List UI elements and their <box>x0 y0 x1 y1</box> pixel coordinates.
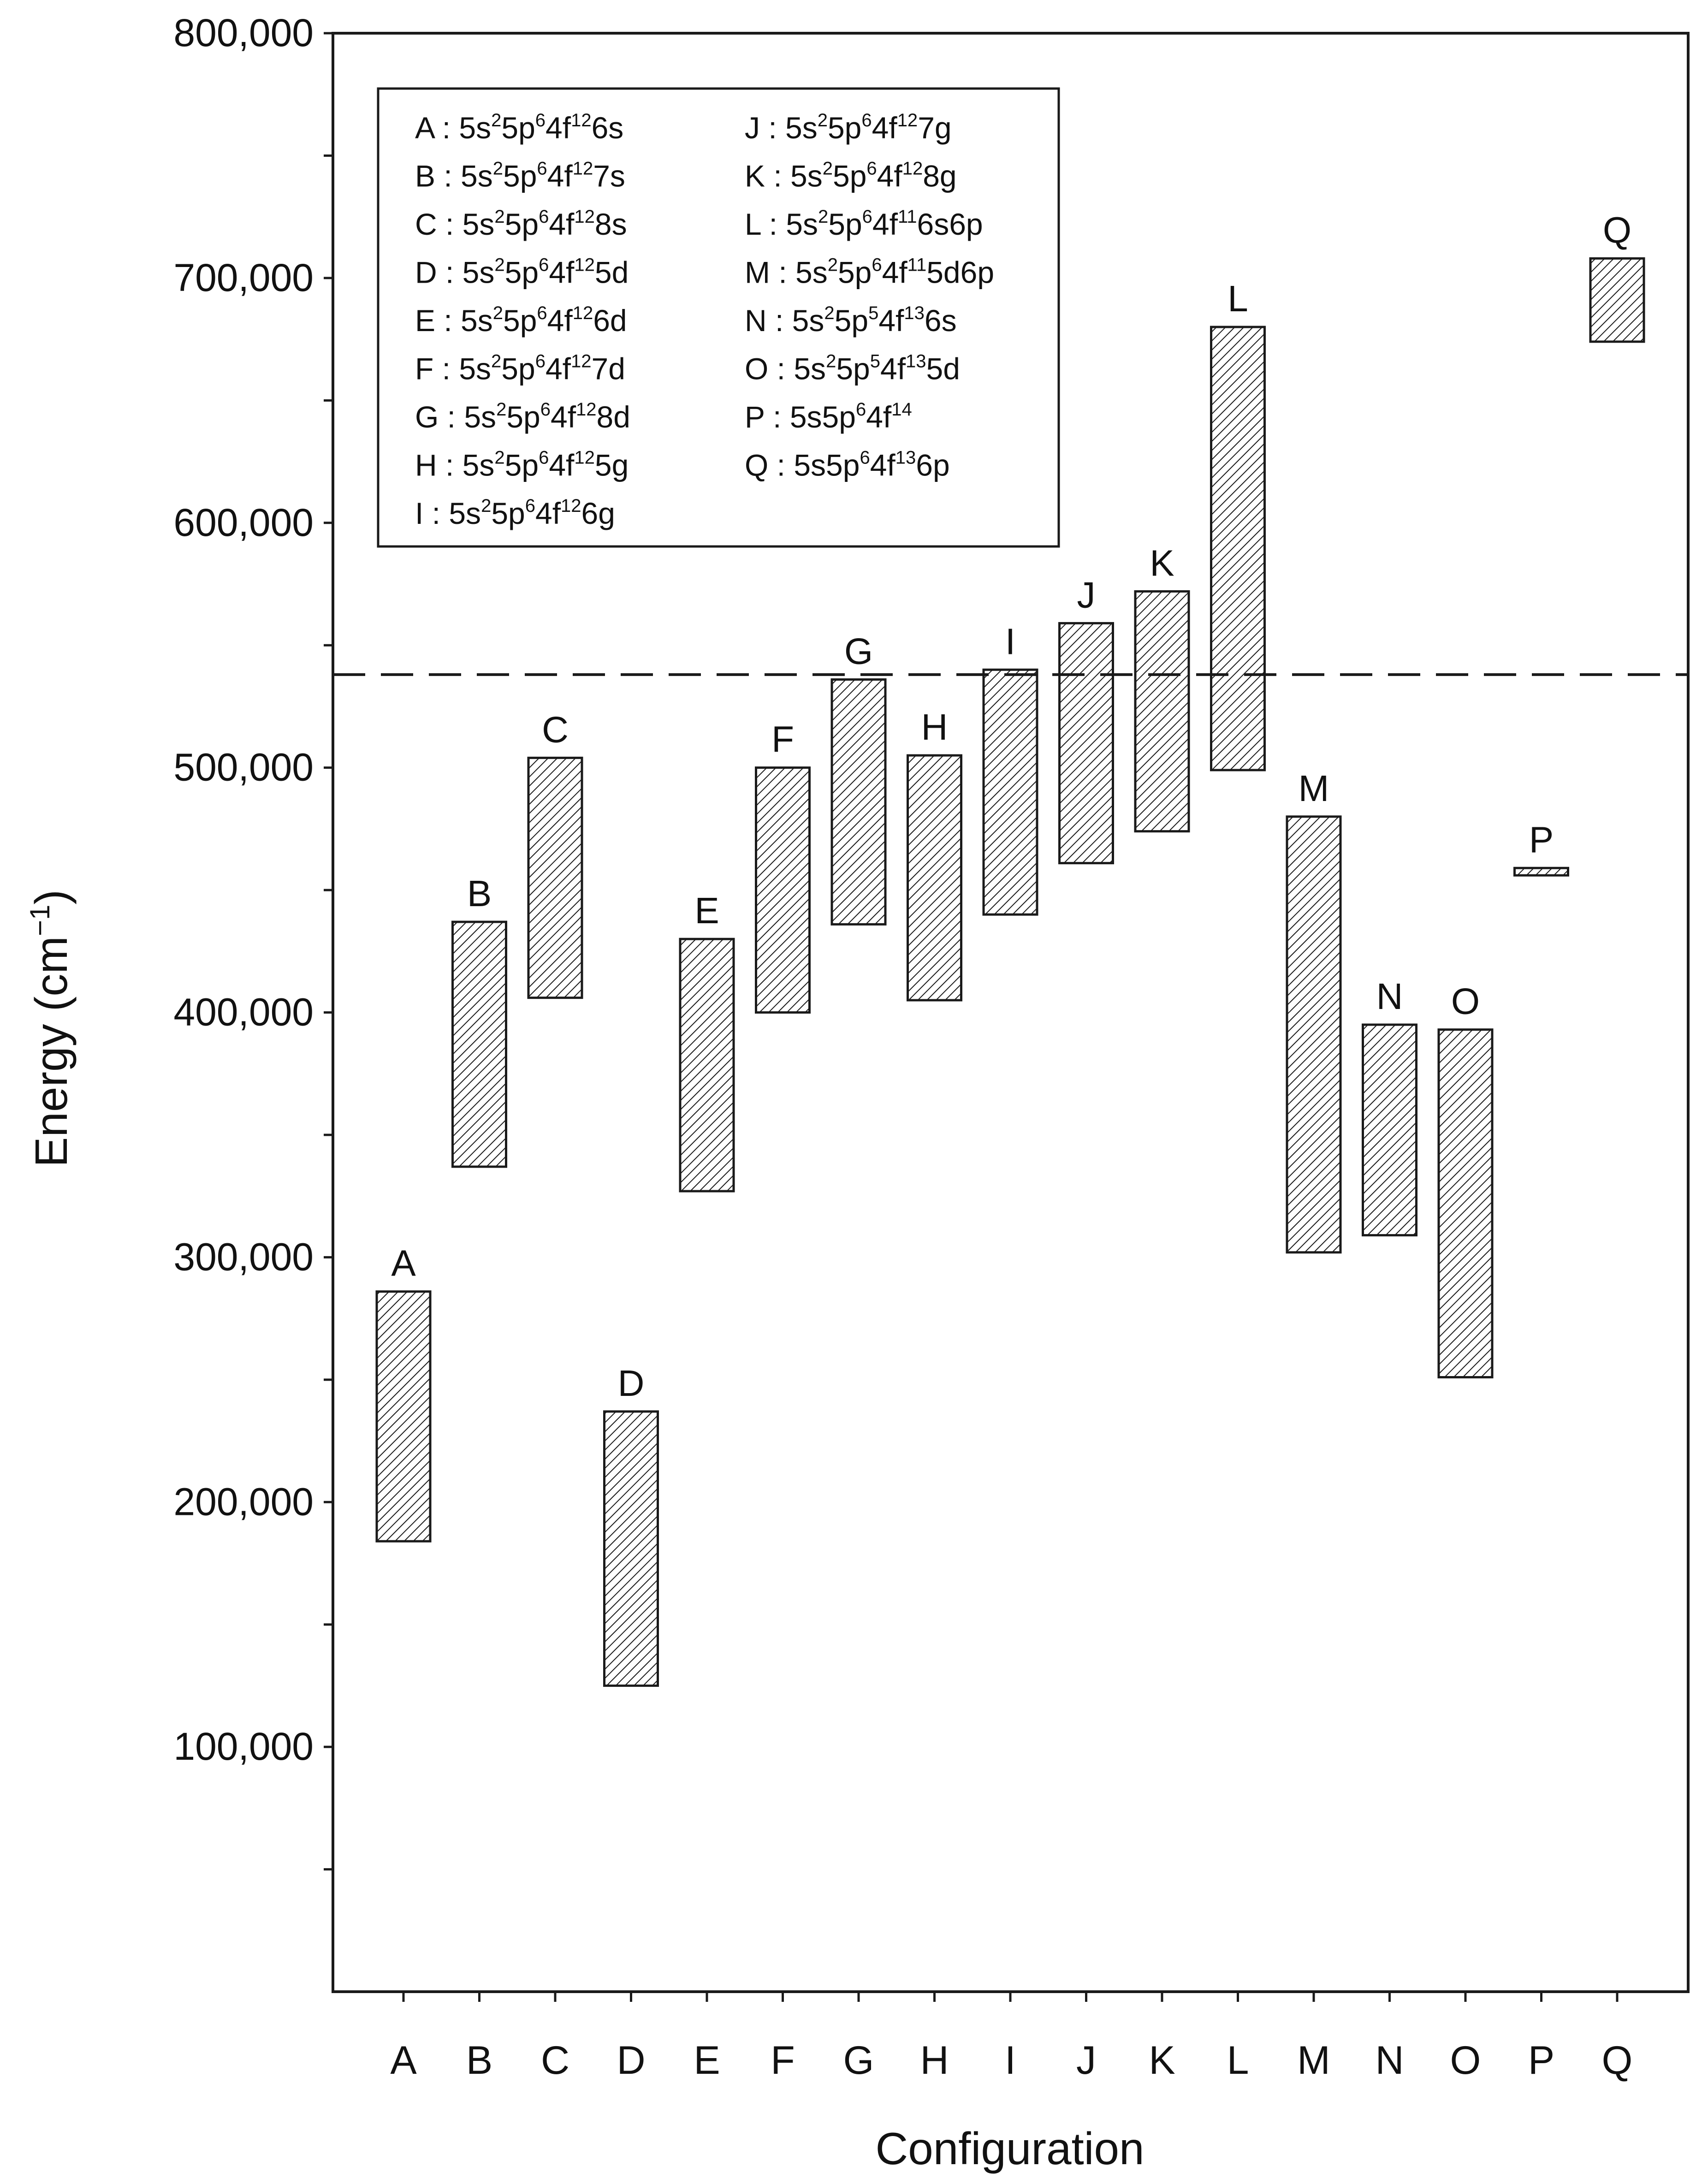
range-bar <box>1134 590 1190 833</box>
legend: A : 5s25p64f126s B : 5s25p64f127s C : 5s25… <box>377 87 1060 548</box>
legend-entry: F : 5s25p64f127d <box>415 351 625 386</box>
y-tick-label: 800,000 <box>173 11 314 54</box>
legend-entry: I : 5s25p64f126g <box>415 496 615 530</box>
bar-label: J <box>1077 574 1096 615</box>
range-bar <box>451 920 507 1168</box>
legend-entry: A : 5s25p64f126s <box>415 110 623 145</box>
legend-entry: G : 5s25p64f128d <box>415 399 630 434</box>
y-tick-label: 200,000 <box>173 1480 314 1523</box>
bar-label: G <box>844 631 873 672</box>
range-bar <box>679 938 735 1193</box>
y-tick-label: 400,000 <box>173 991 314 1034</box>
x-tick-label: K <box>1149 2038 1175 2083</box>
legend-entry: P : 5s5p64f14 <box>745 399 912 434</box>
x-tick-label: N <box>1375 2038 1404 2083</box>
legend-entry: M : 5s25p64f115d6p <box>745 255 994 290</box>
x-tick-label: P <box>1528 2038 1554 2083</box>
range-bar <box>1058 622 1114 865</box>
x-tick-label: L <box>1227 2038 1249 2083</box>
bar-labels: A B C D E F G H I J K L M N O P Q <box>391 209 1631 1403</box>
range-bar <box>1437 1028 1494 1379</box>
range-bar <box>1286 815 1342 1254</box>
range-bar <box>907 754 962 1002</box>
range-bars <box>375 257 1645 1687</box>
x-tick-label: F <box>771 2038 795 2083</box>
y-tick-label: 500,000 <box>173 746 314 789</box>
x-tick-label: A <box>390 2038 417 2083</box>
x-tick-label: Q <box>1602 2038 1633 2083</box>
bar-label: Q <box>1603 209 1631 250</box>
legend-entry: D : 5s25p64f125d <box>415 255 629 290</box>
legend-entry: B : 5s25p64f127s <box>415 159 625 193</box>
range-bar <box>755 766 811 1014</box>
x-tick-label: M <box>1297 2038 1330 2083</box>
bar-label: N <box>1376 976 1403 1017</box>
bar-label: H <box>921 706 948 748</box>
y-axis: 100,000 200,000 300,000 400,000 500,000 600,0… <box>173 11 333 1871</box>
range-bar <box>375 1290 432 1543</box>
legend-entry: H : 5s25p64f125g <box>415 448 629 482</box>
legend-box <box>377 87 1060 548</box>
bar-label: P <box>1529 819 1554 860</box>
bar-label: A <box>391 1243 416 1284</box>
bar-label: I <box>1005 621 1015 662</box>
range-bar <box>1513 866 1569 877</box>
range-bar <box>527 756 583 999</box>
x-tick-label: D <box>617 2038 645 2083</box>
bar-label: C <box>542 709 569 750</box>
x-tick-label: O <box>1450 2038 1481 2083</box>
legend-entry: N : 5s25p54f136s <box>745 303 957 338</box>
range-bar <box>603 1410 659 1687</box>
range-bar <box>982 668 1038 916</box>
legend-entry: L : 5s25p64f116s6p <box>745 207 983 241</box>
bar-label: D <box>618 1363 645 1404</box>
x-tick-label: G <box>843 2038 874 2083</box>
range-bar <box>1362 1023 1417 1237</box>
bar-label: M <box>1299 768 1329 809</box>
legend-entry: C : 5s25p64f128s <box>415 207 627 241</box>
bar-label: L <box>1228 278 1248 319</box>
bar-label: K <box>1150 542 1174 583</box>
legend-entry: J : 5s25p64f127g <box>745 110 952 145</box>
x-tick-label: C <box>541 2038 569 2083</box>
y-tick-label: 600,000 <box>173 501 314 544</box>
legend-entry: Q : 5s5p64f136p <box>745 448 950 482</box>
bar-label: F <box>771 719 794 760</box>
y-tick-label: 700,000 <box>173 256 314 299</box>
range-bar <box>1210 326 1266 772</box>
range-bar <box>830 678 887 926</box>
legend-entry: K : 5s25p64f128g <box>745 159 957 193</box>
bar-label: O <box>1451 981 1480 1022</box>
x-axis-title: Configuration <box>876 2123 1145 2174</box>
x-tick-label: B <box>466 2038 492 2083</box>
y-axis-title: Energy (cm−1) <box>24 890 77 1167</box>
legend-entry: E : 5s25p64f126d <box>415 303 627 338</box>
x-tick-label: E <box>694 2038 720 2083</box>
x-tick-label: J <box>1076 2038 1096 2083</box>
legend-entry: O : 5s25p54f135d <box>745 351 960 386</box>
bar-label: B <box>467 873 492 914</box>
bar-label: E <box>694 890 719 931</box>
range-bar <box>1589 257 1645 343</box>
x-tick-label: H <box>920 2038 949 2083</box>
y-tick-label: 300,000 <box>173 1235 314 1278</box>
x-tick-label: I <box>1005 2038 1016 2083</box>
y-tick-label: 100,000 <box>173 1725 314 1768</box>
